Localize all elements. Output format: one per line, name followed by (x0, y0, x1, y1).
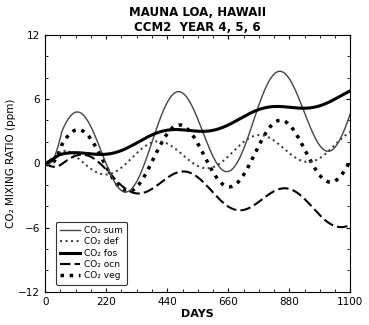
Line: CO₂ sum: CO₂ sum (45, 71, 350, 192)
CO₂ veg (43, 161, 47, 165)
CO₂ fos (348, 89, 352, 93)
Line: CO₂ def: CO₂ def (45, 132, 350, 175)
CO₂ veg (307, 155, 311, 159)
Line: CO₂ fos: CO₂ fos (45, 91, 350, 163)
CO₂ sum (228, 168, 233, 172)
CO₂ veg (62, 139, 66, 143)
CO₂ ocn (339, 225, 344, 229)
CO₂ ocn (228, 206, 233, 210)
CO₂ sum (275, 70, 279, 74)
Y-axis label: CO₂ MIXING RATIO (ppm): CO₂ MIXING RATIO (ppm) (6, 98, 15, 228)
CO₂ ocn (306, 201, 311, 205)
CO₂ veg (348, 159, 352, 162)
Legend: CO₂ sum, CO₂ def, CO₂ fos, CO₂ ocn, CO₂ veg: CO₂ sum, CO₂ def, CO₂ fos, CO₂ ocn, CO₂ … (56, 222, 127, 285)
CO₂ def (221, 159, 225, 163)
X-axis label: DAYS: DAYS (182, 309, 214, 319)
CO₂ fos (43, 161, 47, 165)
CO₂ sum (221, 168, 225, 172)
CO₂ veg (228, 185, 233, 189)
CO₂ ocn (275, 188, 279, 192)
CO₂ ocn (62, 161, 66, 164)
CO₂ def (103, 173, 108, 176)
CO₂ sum (124, 190, 128, 194)
CO₂ veg (221, 182, 225, 186)
CO₂ def (238, 143, 242, 147)
CO₂ sum (348, 112, 352, 116)
CO₂ def (43, 161, 47, 165)
CO₂ sum (238, 155, 242, 159)
CO₂ sum (277, 69, 282, 73)
CO₂ def (348, 130, 352, 134)
CO₂ fos (275, 105, 279, 109)
CO₂ veg (126, 189, 130, 193)
CO₂ ocn (238, 208, 242, 212)
CO₂ sum (62, 125, 66, 129)
CO₂ ocn (43, 161, 47, 165)
CO₂ veg (278, 118, 283, 122)
CO₂ def (228, 152, 233, 156)
CO₂ sum (43, 161, 47, 165)
CO₂ fos (62, 152, 66, 156)
CO₂ sum (307, 122, 311, 125)
CO₂ ocn (348, 223, 352, 227)
CO₂ veg (238, 178, 242, 182)
CO₂ fos (228, 122, 232, 126)
CO₂ fos (306, 106, 310, 110)
CO₂ ocn (221, 201, 225, 204)
CO₂ def (306, 160, 311, 164)
Title: MAUNA LOA, HAWAII
CCM2  YEAR 4, 5, 6: MAUNA LOA, HAWAII CCM2 YEAR 4, 5, 6 (129, 6, 266, 33)
Line: CO₂ veg: CO₂ veg (45, 120, 350, 191)
CO₂ fos (220, 125, 225, 129)
CO₂ def (62, 149, 66, 153)
CO₂ veg (275, 119, 279, 123)
CO₂ def (275, 141, 279, 145)
CO₂ ocn (80, 153, 85, 157)
Line: CO₂ ocn: CO₂ ocn (45, 155, 350, 227)
CO₂ fos (237, 117, 242, 121)
